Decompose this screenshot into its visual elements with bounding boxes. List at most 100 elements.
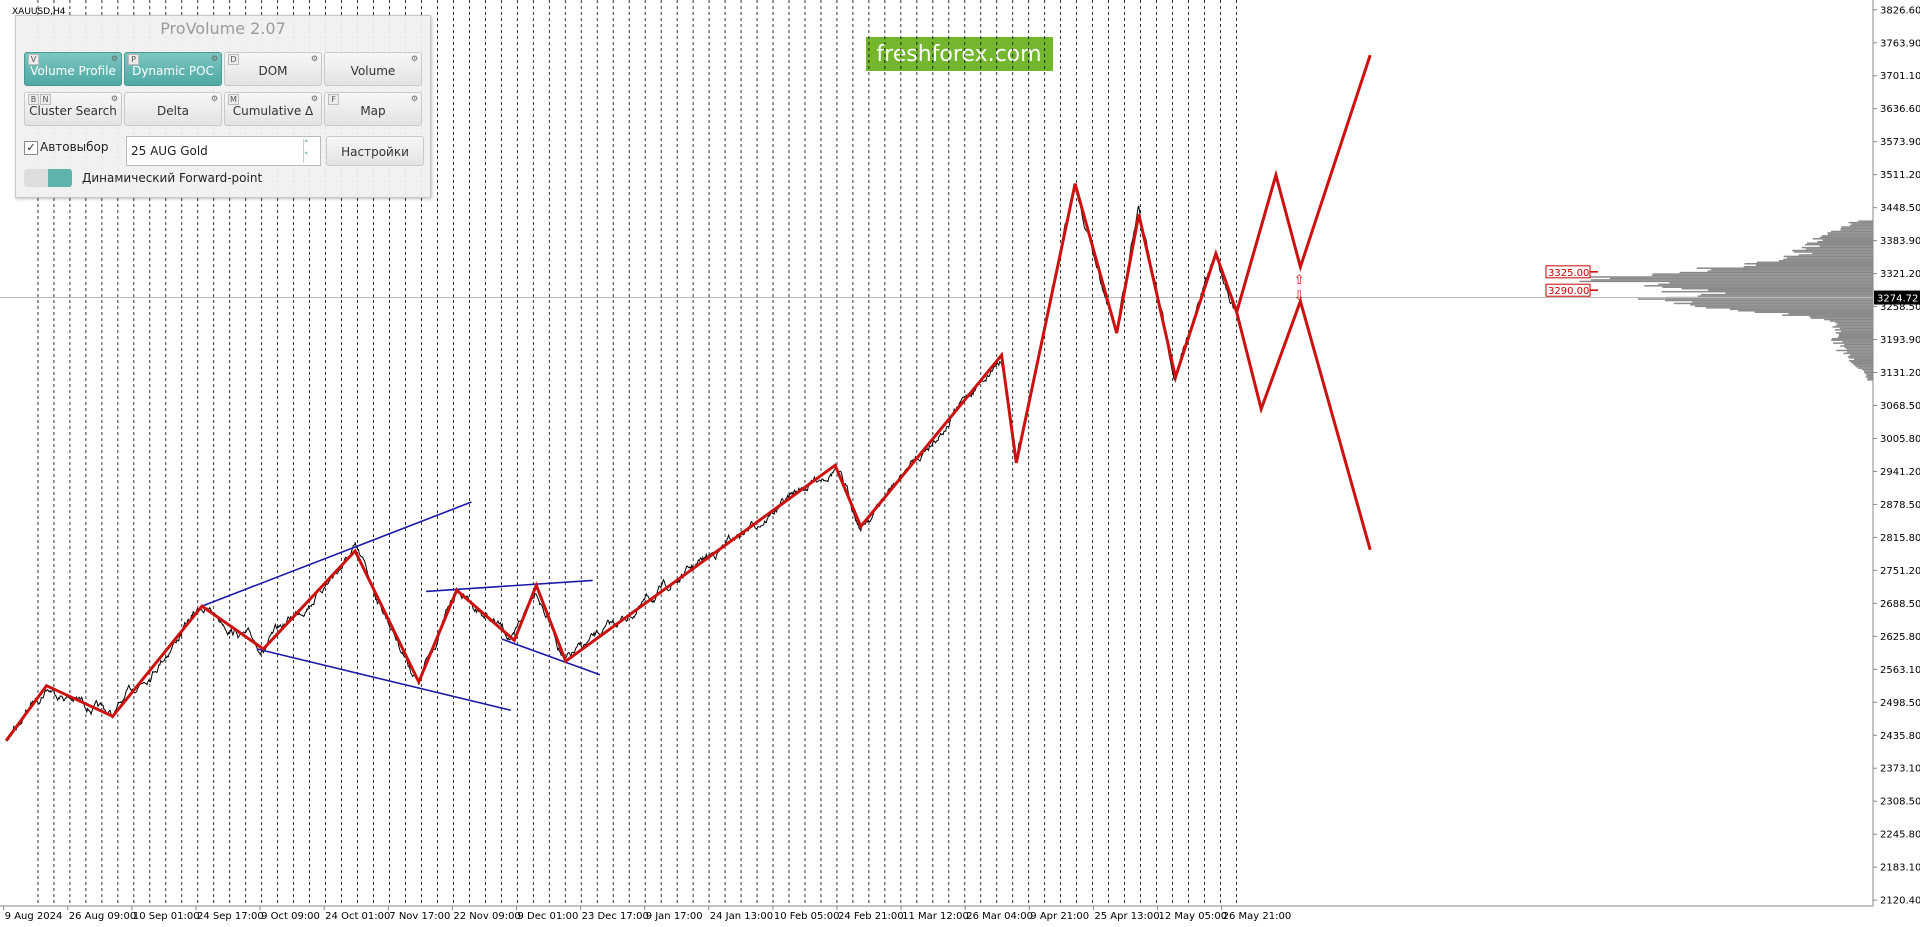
channel-line [426, 579, 593, 593]
volume-profile-bar [1865, 373, 1873, 375]
volume-profile-bar [1577, 276, 1873, 278]
volume-profile-bar [1840, 227, 1873, 230]
volume-profile-bar [1844, 343, 1873, 346]
volume-profile-bar [1843, 352, 1873, 355]
arrow-down: ⇩ [1294, 289, 1305, 304]
button-label: Volume [350, 64, 396, 78]
volume-profile-bar [1840, 330, 1873, 333]
current-price: 3274.72 [1877, 294, 1918, 305]
price-label: 2498.50 [1880, 698, 1920, 709]
button-label: Delta [156, 104, 189, 118]
mode-button[interactable]: Cumulative Δ M ⚙ [224, 92, 322, 126]
volume-profile-bar [1819, 245, 1873, 247]
price-label: 2815.80 [1880, 533, 1920, 544]
volume-profile-bar [1840, 229, 1873, 231]
price-label: 2878.50 [1880, 500, 1920, 511]
price-label: 3258.50 [1880, 302, 1920, 313]
button-label: Map [360, 104, 386, 118]
volume-profile-bar [1711, 268, 1873, 271]
hotkey: B [28, 94, 39, 105]
volume-profile-bar [1805, 248, 1873, 250]
level-label: 3290.00 [1548, 286, 1589, 297]
price-label: 3701.10 [1880, 71, 1920, 82]
price-label: 2625.80 [1880, 632, 1920, 643]
volume-profile-bar [1867, 379, 1873, 381]
volume-profile-bar [1792, 249, 1873, 252]
volume-profile-bar [1783, 255, 1873, 258]
volume-profile-bar [1754, 311, 1873, 314]
time-label: 26 May 21:00 [1223, 911, 1292, 922]
volume-profile-bar [1697, 295, 1873, 297]
volume-profile-bar [1609, 277, 1873, 280]
price-label: 3383.90 [1880, 236, 1920, 247]
price-label: 3321.20 [1880, 269, 1920, 280]
channel-line [201, 501, 472, 607]
button-settings[interactable]: ⚙ [110, 54, 118, 63]
price-label: 2435.80 [1880, 731, 1920, 742]
volume-profile-bar [1835, 332, 1873, 334]
price-label: 3448.50 [1880, 203, 1920, 214]
settings-button[interactable]: Настройки [326, 136, 424, 166]
level-box [1545, 265, 1591, 279]
autoselect-checkbox[interactable]: ✓ [24, 141, 38, 155]
volume-profile-bar [1835, 324, 1873, 327]
volume-profile-bar [1708, 289, 1873, 291]
button-settings[interactable]: ⚙ [410, 54, 418, 63]
button-settings[interactable]: ⚙ [410, 94, 418, 103]
button-label: Cumulative Δ [232, 104, 314, 118]
price-label: 2941.20 [1880, 467, 1920, 478]
volume-profile-bar [1679, 271, 1873, 274]
volume-profile-bar [1637, 298, 1873, 300]
mode-button[interactable]: Volume ⚙ [324, 52, 422, 86]
volume-profile-bar [1849, 224, 1873, 227]
forward-toggle[interactable] [24, 169, 72, 187]
volume-profile-bar [1651, 274, 1873, 277]
button-settings[interactable]: ⚙ [110, 94, 118, 103]
time-label: 10 Feb 05:00 [774, 911, 840, 922]
volume-profile-bar [1661, 290, 1873, 293]
button-settings[interactable]: ⚙ [210, 94, 218, 103]
mode-button[interactable]: Delta ⚙ [124, 92, 222, 126]
spin[interactable]: ˄ ˅ [303, 139, 318, 163]
hotkey: F [328, 94, 339, 105]
volume-profile-bar [1793, 251, 1873, 253]
time-label: 11 Mar 12:00 [902, 911, 969, 922]
volume-profile-bar [1850, 354, 1873, 356]
forward-label: Динамический Forward-point [82, 171, 263, 185]
time-label: 26 Mar 04:00 [966, 911, 1033, 922]
price-label: 2183.10 [1880, 863, 1920, 874]
volume-profile-bar [1658, 283, 1873, 286]
mode-button[interactable]: Volume Profile V ⚙ [24, 52, 122, 86]
price-label: 3511.20 [1880, 170, 1920, 181]
price-label: 3068.50 [1880, 401, 1920, 412]
volume-profile-bar [1858, 220, 1873, 222]
volume-profile-bar [1662, 286, 1873, 289]
volume-profile-bar [1842, 340, 1873, 343]
volume-profile-bar [1867, 377, 1873, 380]
mode-button[interactable]: Dynamic POC P ⚙ [124, 52, 222, 86]
volume-profile-bar [1706, 307, 1873, 309]
forecast-down [1235, 296, 1372, 551]
volume-profile-bar [1812, 238, 1873, 240]
volume-profile-bar [1846, 348, 1873, 350]
price-label: 3573.90 [1880, 137, 1920, 148]
volume-profile-bar [1644, 285, 1873, 287]
volume-profile-bar [1832, 326, 1873, 328]
price-label: 2688.50 [1880, 599, 1920, 610]
autoselect-label[interactable]: Автовыбор [40, 140, 109, 154]
instrument-combobox[interactable]: 25 AUG Gold ˄ ˅ [126, 136, 321, 166]
provolume-panel: ProVolume 2.07 Volume Profile V ⚙ Dynamic P… [15, 15, 431, 198]
mode-button[interactable]: Map F ⚙ [324, 92, 422, 126]
volume-profile-bar [1743, 265, 1873, 268]
panel-title: ProVolume 2.07 [160, 19, 286, 38]
volume-profile-bar [1865, 376, 1873, 378]
button-settings[interactable]: ⚙ [210, 54, 218, 63]
button-settings[interactable]: ⚙ [310, 94, 318, 103]
mode-button[interactable]: Cluster Search B N ⚙ [24, 92, 122, 126]
volume-profile-bar [1834, 329, 1873, 331]
button-settings[interactable]: ⚙ [310, 54, 318, 63]
mode-button[interactable]: DOM D ⚙ [224, 52, 322, 86]
arrow-up: ⇧ [1294, 273, 1305, 288]
volume-profile-bar [1858, 367, 1873, 369]
